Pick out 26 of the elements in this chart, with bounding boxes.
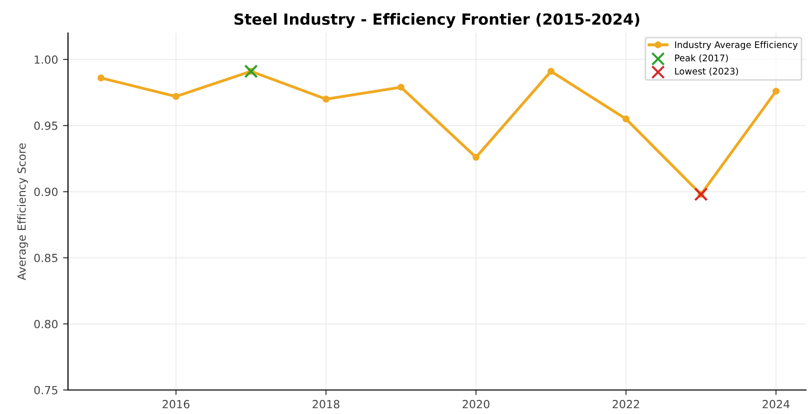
x-tick-label: 2018 (312, 400, 340, 408)
point (694, 187, 708, 202)
y-tick-label: 0.95 (34, 122, 58, 130)
y-tick-label: 0.90 (34, 188, 58, 196)
point (472, 154, 480, 161)
y-tick-label: 0.80 (34, 320, 58, 328)
point (772, 88, 780, 95)
x-tick-label: 2020 (462, 400, 490, 408)
x-tick-label: 2024 (762, 400, 790, 408)
point (322, 96, 330, 103)
legend-label: Industry Average Efficiency (675, 41, 798, 50)
y-tick-label: 1.00 (34, 55, 58, 64)
legend-label: Peak (2017) (675, 54, 728, 62)
chart-title: Steel Industry - Efficiency Frontier (2015-2024) (234, 13, 640, 28)
point (172, 92, 180, 100)
point (98, 74, 104, 82)
y-tick-label: 0.85 (34, 254, 58, 262)
point (244, 64, 258, 78)
x-tick-label: 2022 (612, 400, 640, 408)
y-tick-label: 0.75 (34, 386, 58, 394)
y-axis-title: Average Efficiency Score (17, 143, 28, 280)
x-tick-label: 2016 (162, 400, 190, 408)
point (622, 115, 630, 122)
point (548, 68, 554, 75)
legend-label: Lowest (2023) (675, 68, 738, 76)
point (398, 84, 404, 91)
